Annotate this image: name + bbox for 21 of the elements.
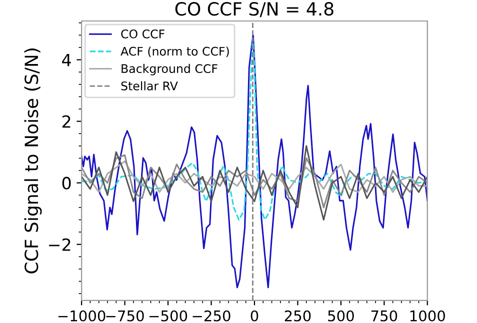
y-tick-label: −2 [49,238,70,251]
legend-label: ACF (norm to CCF) [120,46,229,58]
legend-label: CO CCF [121,29,164,38]
x-tick-label: −750 [106,310,144,322]
x-tick-label: −250 [192,310,230,322]
line-series [82,145,428,221]
chart-title: CO CCF S/N = 4.8 [175,2,334,18]
x-tick-label: 0 [250,310,258,322]
y-tick-label: 0 [62,176,71,190]
y-tick-label: 4 [62,54,71,66]
legend-label: Background CCF [122,64,218,76]
y-tick-label: 2 [62,115,70,128]
x-tick-label: 1000 [410,310,445,322]
y-axis-title: CCF Signal to Noise (S/N) [24,48,42,274]
x-tick-label: 750 [371,310,398,322]
x-tick-label: −500 [150,310,188,322]
x-tick-label: 500 [328,310,354,322]
x-tick-label: −1000 [58,310,106,322]
x-tick-label: 250 [284,310,311,322]
legend-label: Stellar RV [121,81,178,90]
line-series [82,160,428,193]
